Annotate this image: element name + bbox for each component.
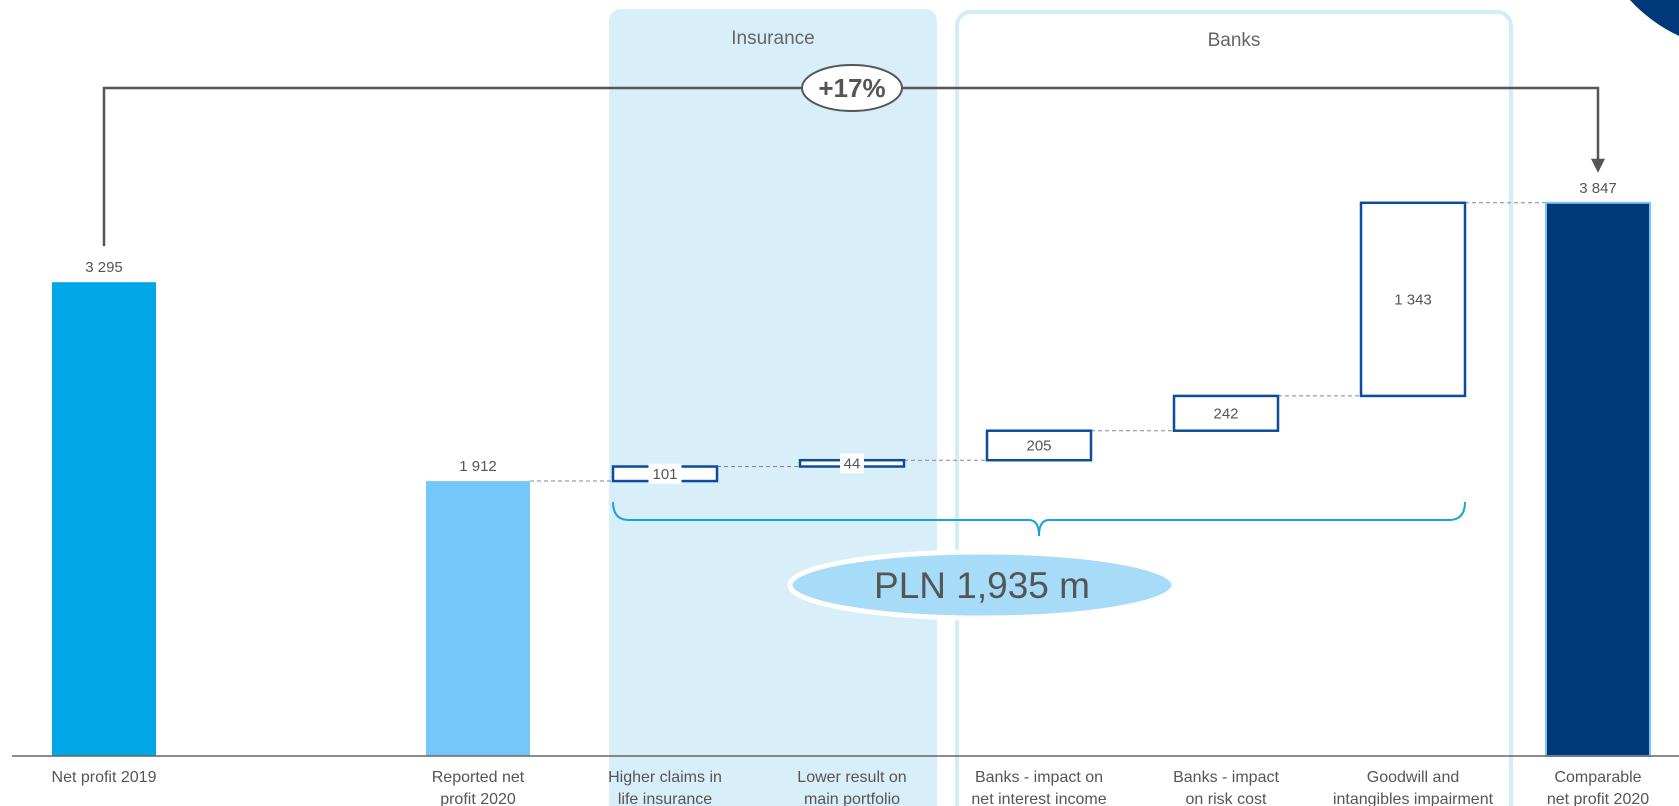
value-label-bg bbox=[648, 463, 682, 484]
bar-comparable-net-profit-2020 bbox=[1545, 201, 1651, 758]
category-label: Comparable bbox=[1554, 769, 1641, 786]
bar-value-label: 1 912 bbox=[459, 458, 497, 475]
section-label-banks: Banks bbox=[1208, 30, 1261, 51]
category-label: Net profit 2019 bbox=[52, 769, 157, 786]
corner-logo-icon bbox=[1630, 0, 1679, 36]
bar-goodwill-and-intangibles-impairment bbox=[1359, 201, 1467, 398]
category-label: net interest income bbox=[971, 791, 1106, 806]
category-label: Banks - impact bbox=[1173, 769, 1279, 786]
category-label: net profit 2020 bbox=[1547, 791, 1649, 806]
bar-value-label: 3 847 bbox=[1579, 180, 1617, 197]
bar-value-label: 44 bbox=[844, 455, 861, 472]
bar-value-label: 242 bbox=[1213, 405, 1238, 422]
bar-value-label: 1 343 bbox=[1394, 291, 1432, 308]
growth-badge-label: +17% bbox=[818, 73, 885, 103]
bar-value-label: 3 295 bbox=[85, 259, 123, 276]
category-label: Lower result on bbox=[797, 769, 906, 786]
bar-banks-impact-on-risk-cost bbox=[1172, 394, 1280, 432]
bar-banks-impact-on-net-interest-income bbox=[985, 429, 1093, 462]
bar-value-label: 205 bbox=[1026, 437, 1051, 454]
category-label: Goodwill and bbox=[1367, 769, 1460, 786]
total-adjustment-badge bbox=[787, 549, 1177, 621]
value-label-bg bbox=[840, 453, 864, 474]
category-label: main portfolio bbox=[804, 791, 900, 806]
category-label: profit 2020 bbox=[440, 791, 516, 806]
section-band-banks bbox=[955, 10, 1513, 806]
category-label: life insurance bbox=[618, 791, 712, 806]
section-label-insurance: Insurance bbox=[731, 28, 814, 49]
category-label: Banks - impact on bbox=[975, 769, 1103, 786]
category-label: Reported net bbox=[432, 769, 525, 786]
category-label: on risk cost bbox=[1186, 791, 1267, 806]
bar-reported-net-profit-2020 bbox=[426, 481, 530, 756]
category-label: Higher claims in bbox=[608, 769, 722, 786]
arrow-head-icon bbox=[1591, 158, 1605, 173]
bar-net-profit-2019 bbox=[52, 282, 156, 756]
section-band-insurance bbox=[609, 9, 937, 806]
adjustments-brace bbox=[612, 501, 1466, 537]
bar-value-label: 101 bbox=[652, 466, 677, 483]
category-label: intangibles impairment bbox=[1333, 791, 1494, 806]
growth-badge bbox=[801, 64, 903, 112]
total-adjustment-label: PLN 1,935 m bbox=[874, 565, 1090, 606]
